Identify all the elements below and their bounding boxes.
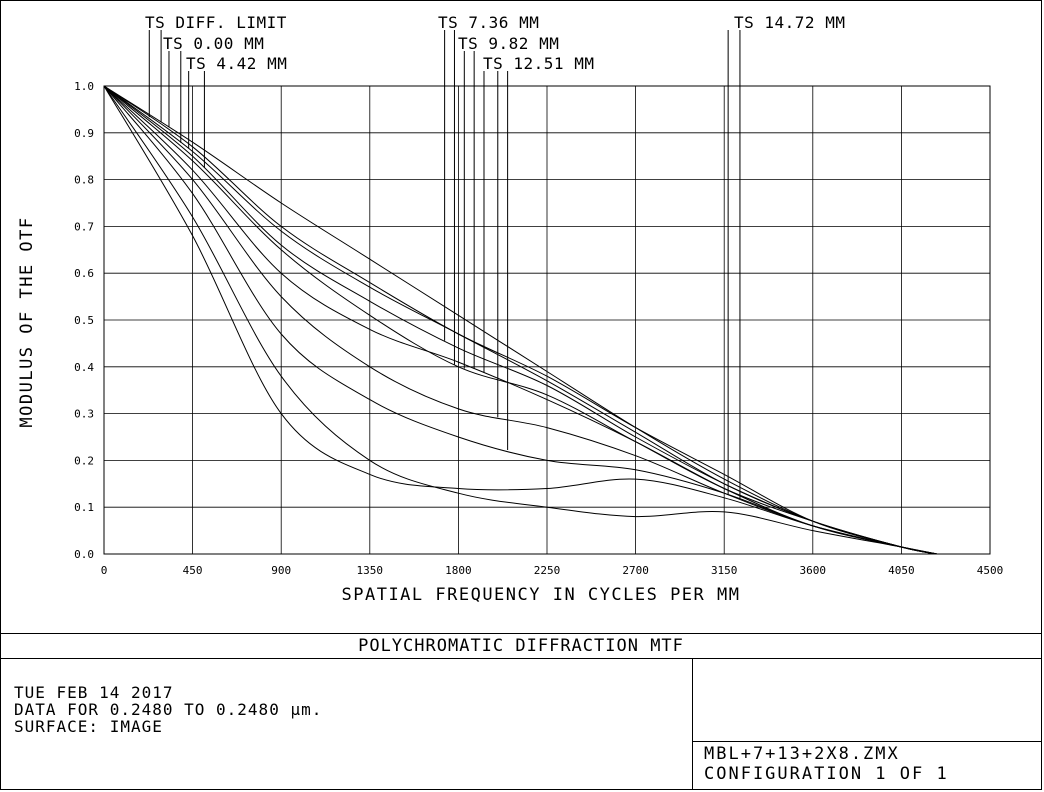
legend-label: TS 12.51 MM [483,54,594,73]
surface-text: SURFACE: IMAGE [14,717,163,736]
x-axis-label: SPATIAL FREQUENCY IN CYCLES PER MM [342,585,741,605]
mtf-series [103,85,937,555]
legend-label: TS 9.82 MM [458,34,559,53]
y-tick-label: 0.7 [74,220,94,233]
mtf-curve [103,85,937,555]
y-axis-label: MODULUS OF THE OTF [17,216,37,427]
y-tick-label: 0.9 [74,127,94,140]
x-tick-label: 4050 [888,564,915,577]
date-text: TUE FEB 14 2017 [14,683,174,702]
configuration-text: CONFIGURATION 1 OF 1 [704,764,949,784]
x-tick-label: 4500 [977,564,1004,577]
footer-info: TUE FEB 14 2017 DATA FOR 0.2480 TO 0.2480… [14,684,322,735]
y-tick-label: 0.5 [74,314,94,327]
x-tick-label: 1350 [357,564,384,577]
mtf-curve [103,85,937,555]
y-tick-label: 0.6 [74,267,94,280]
x-tick-label: 0 [101,564,108,577]
file-name: MBL+7+13+2X8.ZMX [704,744,900,764]
x-tick-label: 3600 [800,564,827,577]
file-info-cell [692,741,1042,790]
grid [103,85,991,555]
legend-label: TS 7.36 MM [438,13,539,32]
legend-label: TS 14.72 MM [734,13,845,32]
data-range-text: DATA FOR 0.2480 TO 0.2480 µm. [14,700,323,719]
x-tick-label: 900 [271,564,291,577]
legend-label: TS 4.42 MM [186,54,287,73]
chart-title: POLYCHROMATIC DIFFRACTION MTF [0,633,1042,659]
tick-labels: 0 450 900 1350 1800 2250 2700 3150 3600 4050 4500 0… [74,80,1003,577]
y-tick-label: 1.0 [74,80,94,93]
y-tick-label: 0.1 [74,501,94,514]
mtf-curve [103,85,937,555]
x-tick-label: 450 [183,564,203,577]
y-tick-label: 0.0 [74,548,94,561]
file-info-box [692,659,1042,790]
x-tick-label: 2250 [534,564,561,577]
y-tick-label: 0.2 [74,454,94,467]
legend-label: TS 0.00 MM [163,34,264,53]
y-tick-label: 0.8 [74,174,94,187]
x-tick-label: 1800 [445,564,472,577]
x-tick-label: 3150 [711,564,738,577]
x-tick-label: 2700 [622,564,649,577]
y-tick-label: 0.4 [74,361,94,374]
file-info: MBL+7+13+2X8.ZMX CONFIGURATION 1 OF 1 [704,744,949,784]
y-tick-label: 0.3 [74,408,94,421]
legend-label: TS DIFF. LIMIT [145,13,287,32]
